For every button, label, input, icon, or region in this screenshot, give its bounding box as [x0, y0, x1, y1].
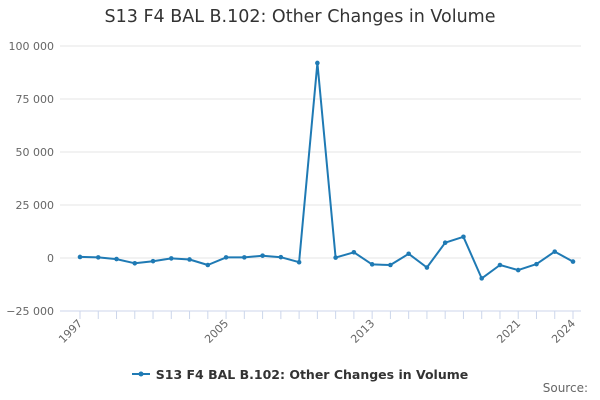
x-axis: 1997 2005 2013 2021 2024	[56, 310, 581, 346]
y-axis: −25 000 0 25 000 50 000 75 000 100 000	[6, 40, 54, 318]
data-point	[132, 261, 138, 266]
legend-line-marker-icon	[131, 369, 150, 379]
x-tick-label: 2005	[202, 317, 231, 346]
data-point	[388, 262, 393, 268]
data-point	[442, 240, 448, 246]
data-point	[187, 257, 192, 262]
x-tick-label: 2024	[549, 317, 578, 346]
data-point	[369, 262, 375, 267]
source-label: Source:	[542, 381, 588, 395]
data-point	[77, 254, 83, 260]
y-tick-label: 25 000	[16, 199, 55, 212]
data-point	[315, 60, 320, 66]
data-point	[114, 256, 119, 262]
y-tick-label: −25 000	[6, 305, 54, 318]
series-line	[79, 62, 574, 280]
x-tick-label: 1997	[56, 317, 85, 346]
data-point	[570, 259, 576, 264]
data-point	[205, 262, 211, 268]
legend-label: S13 F4 BAL B.102: Other Changes in Volum…	[155, 366, 469, 382]
data-point	[424, 265, 430, 270]
chart-title: S13 F4 BAL B.102: Other Changes in Volum…	[104, 7, 496, 27]
data-point	[296, 259, 302, 265]
data-point	[351, 249, 357, 255]
y-tick-label: 50 000	[16, 146, 55, 159]
data-point	[461, 234, 466, 240]
y-tick-label: 100 000	[9, 40, 55, 53]
data-point	[168, 256, 174, 261]
legend[interactable]: S13 F4 BAL B.102: Other Changes in Volum…	[0, 364, 600, 384]
data-point	[515, 267, 521, 273]
series-group	[77, 60, 576, 281]
y-tick-label: 75 000	[16, 93, 55, 106]
x-tick-label: 2021	[494, 317, 523, 346]
y-tick-label: 0	[47, 252, 54, 265]
data-point	[534, 261, 539, 267]
data-point	[150, 258, 156, 264]
data-point	[260, 253, 265, 258]
data-point	[406, 251, 411, 257]
data-point	[333, 255, 338, 260]
data-point	[479, 276, 485, 281]
data-point	[278, 254, 284, 260]
data-point	[223, 255, 229, 260]
x-tick-label: 2013	[348, 317, 377, 346]
data-point	[242, 255, 247, 260]
data-point	[95, 255, 101, 260]
data-point	[552, 249, 558, 254]
data-point	[497, 262, 503, 268]
